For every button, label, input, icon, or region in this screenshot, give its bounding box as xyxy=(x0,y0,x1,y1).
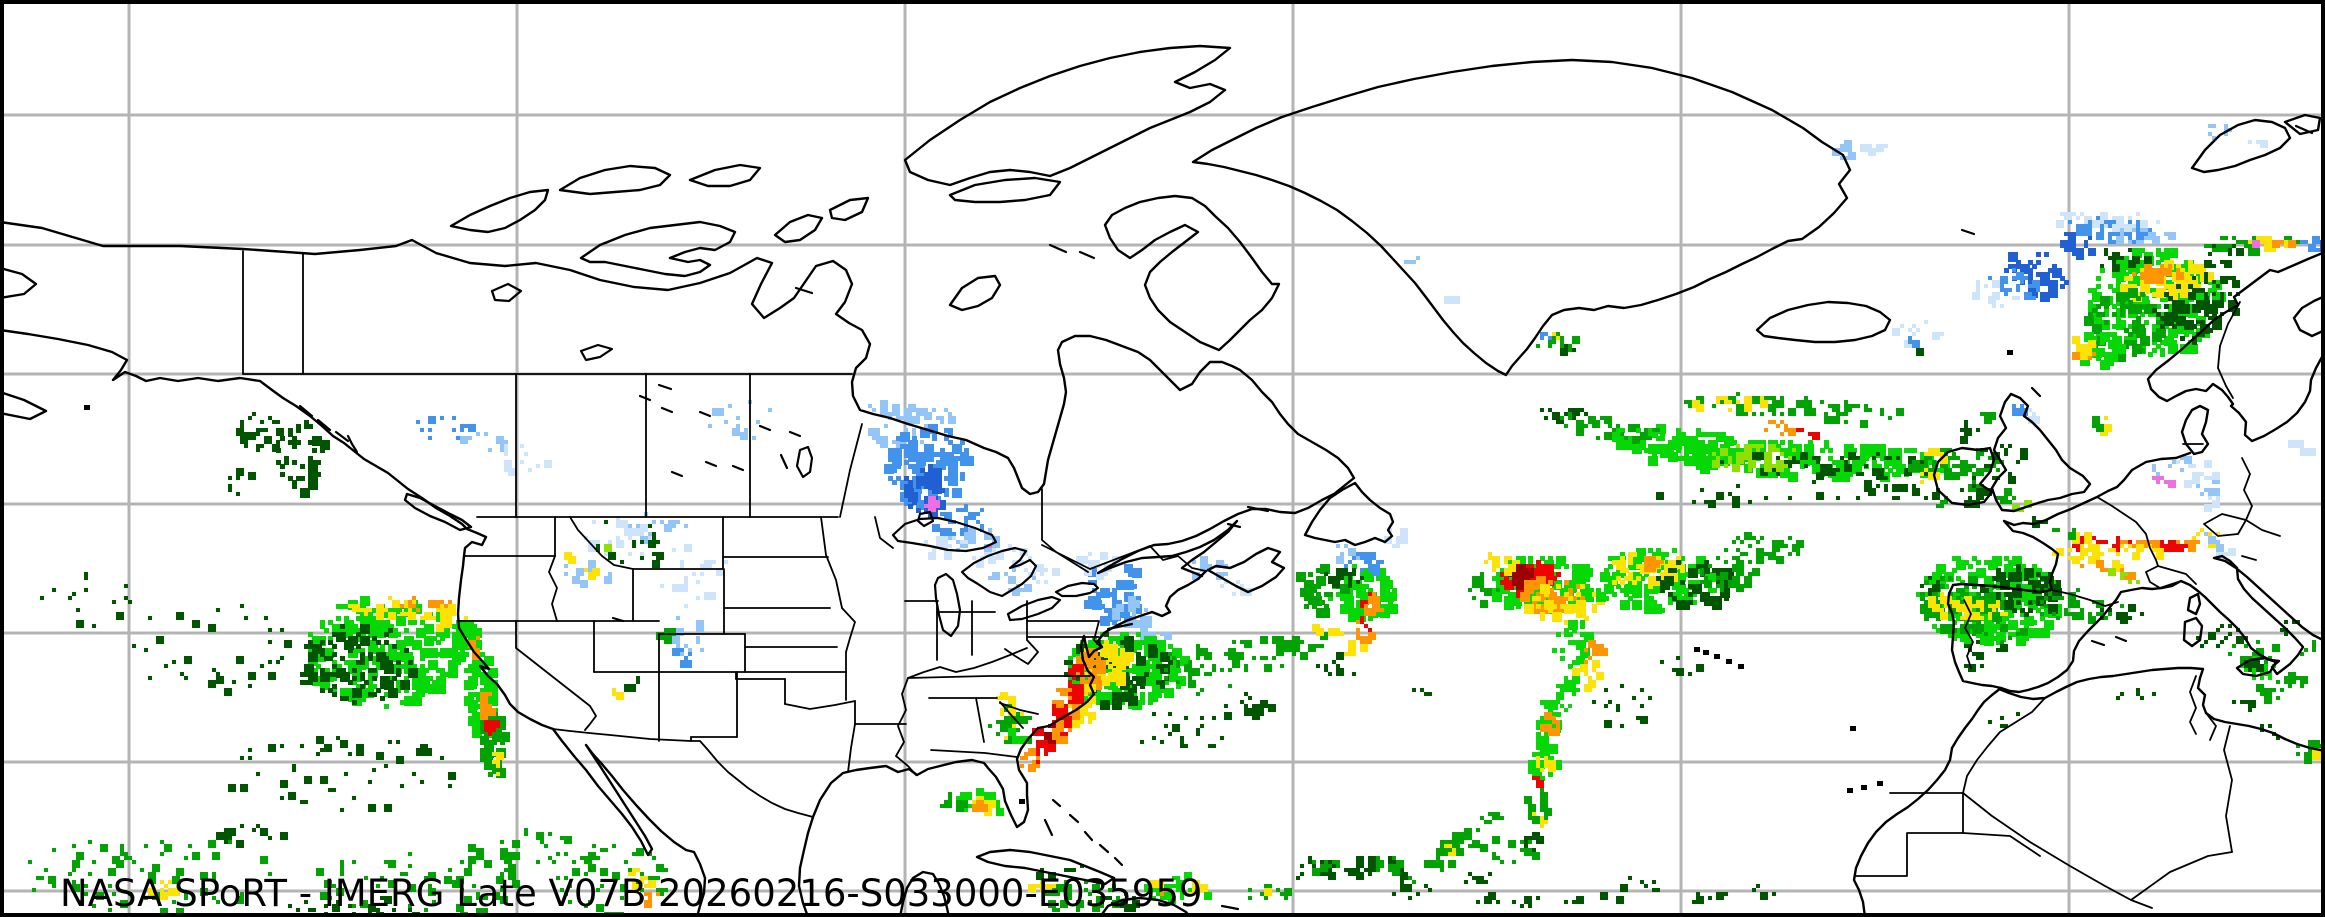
lakes-layer xyxy=(490,282,1100,638)
islands-layer xyxy=(403,44,2322,917)
country-borders-layer xyxy=(242,250,2281,909)
small-islands-layer xyxy=(84,124,2314,911)
coastline-layer xyxy=(0,220,2325,917)
precipitation-layer xyxy=(28,124,2322,914)
map-title: NASA SPoRT - IMERG Late V07B 20260216-S0… xyxy=(60,872,1202,915)
state-borders-layer xyxy=(458,516,1102,776)
